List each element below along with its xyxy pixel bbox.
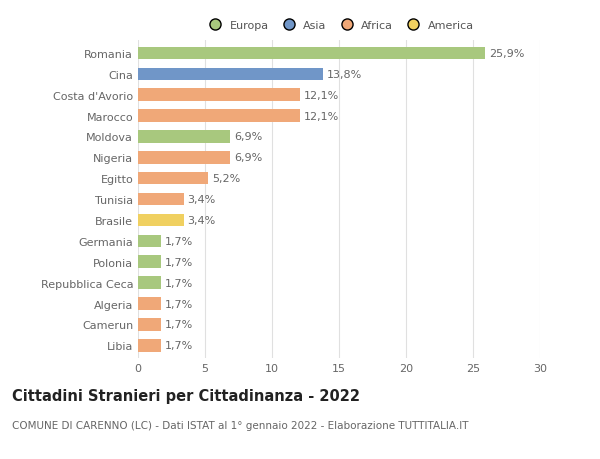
Text: Cittadini Stranieri per Cittadinanza - 2022: Cittadini Stranieri per Cittadinanza - 2… xyxy=(12,388,360,403)
Text: 6,9%: 6,9% xyxy=(235,153,263,163)
Bar xyxy=(138,339,161,352)
Bar xyxy=(138,173,208,185)
Bar xyxy=(138,214,184,227)
Text: COMUNE DI CARENNO (LC) - Dati ISTAT al 1° gennaio 2022 - Elaborazione TUTTITALIA: COMUNE DI CARENNO (LC) - Dati ISTAT al 1… xyxy=(12,420,469,430)
Bar xyxy=(138,277,161,289)
Bar xyxy=(138,48,485,60)
Bar xyxy=(138,297,161,310)
Text: 1,7%: 1,7% xyxy=(165,278,193,288)
Bar xyxy=(138,131,230,143)
Bar xyxy=(138,110,300,123)
Text: 12,1%: 12,1% xyxy=(304,90,340,101)
Text: 3,4%: 3,4% xyxy=(188,195,216,205)
Bar xyxy=(138,68,323,81)
Text: 13,8%: 13,8% xyxy=(327,70,362,80)
Text: 1,7%: 1,7% xyxy=(165,341,193,351)
Text: 25,9%: 25,9% xyxy=(489,49,524,59)
Text: 1,7%: 1,7% xyxy=(165,319,193,330)
Text: 12,1%: 12,1% xyxy=(304,112,340,121)
Legend: Europa, Asia, Africa, America: Europa, Asia, Africa, America xyxy=(202,18,476,33)
Text: 1,7%: 1,7% xyxy=(165,236,193,246)
Bar xyxy=(138,193,184,206)
Text: 3,4%: 3,4% xyxy=(188,216,216,225)
Bar xyxy=(138,256,161,269)
Text: 1,7%: 1,7% xyxy=(165,299,193,309)
Bar xyxy=(138,152,230,164)
Bar xyxy=(138,89,300,102)
Text: 6,9%: 6,9% xyxy=(235,132,263,142)
Text: 1,7%: 1,7% xyxy=(165,257,193,267)
Bar xyxy=(138,319,161,331)
Bar xyxy=(138,235,161,247)
Text: 5,2%: 5,2% xyxy=(212,174,240,184)
